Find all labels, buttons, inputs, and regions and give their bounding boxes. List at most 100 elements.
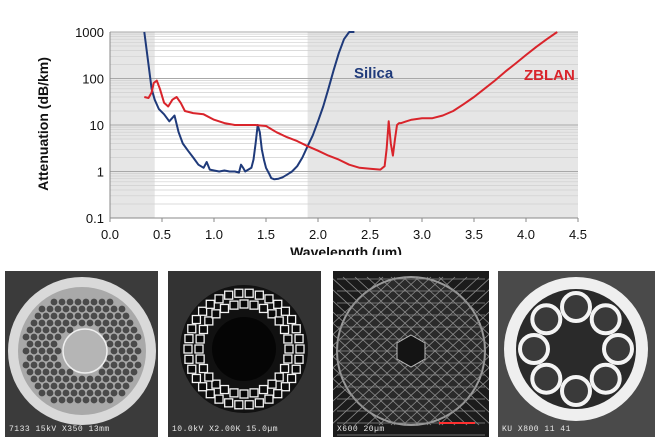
cladding-cell	[187, 324, 197, 334]
rod	[118, 319, 126, 327]
capillary-tube	[560, 375, 592, 407]
rod	[42, 326, 50, 334]
rod	[58, 326, 66, 334]
rod	[46, 305, 54, 313]
x-tick-label: 4.5	[569, 227, 587, 242]
rod	[114, 368, 122, 376]
rod	[86, 389, 94, 397]
rod	[66, 396, 74, 404]
grid	[109, 31, 578, 219]
rod	[94, 319, 102, 327]
rod	[50, 340, 58, 348]
rod	[46, 347, 54, 355]
rod	[118, 389, 126, 397]
kagome-fiber-micrograph	[333, 271, 489, 437]
rod	[82, 382, 90, 390]
zblan-line	[144, 31, 558, 171]
rod	[122, 340, 130, 348]
rod	[54, 375, 62, 383]
series-lines	[143, 31, 558, 181]
attenuation-chart: 0.0 0.5 1.0 1.5 2.0 2.5 3.0 3.5 4.0 4.5 0.1 1 10 100…	[35, 25, 587, 255]
rod	[66, 326, 74, 334]
rod	[90, 298, 98, 306]
lattice-line	[438, 378, 489, 426]
rod	[42, 340, 50, 348]
rod	[70, 375, 78, 383]
rod	[118, 333, 126, 341]
cladding-cell	[205, 389, 215, 399]
rod	[106, 368, 114, 376]
rod	[122, 368, 130, 376]
rod	[98, 312, 106, 320]
rod	[42, 382, 50, 390]
cladding-cell	[183, 344, 193, 354]
rod	[114, 354, 122, 362]
cladding-cell	[273, 389, 283, 399]
cladding-cell	[280, 382, 291, 392]
cladding-cell	[258, 384, 269, 395]
rod	[74, 396, 82, 404]
rod	[38, 333, 46, 341]
rod	[58, 312, 66, 320]
y-axis-label: Attenuation (dB/km)	[35, 57, 51, 191]
rod	[110, 375, 118, 383]
sem-image-3: X600 20µm	[333, 271, 489, 437]
cladding-cell	[229, 300, 239, 310]
rod	[94, 305, 102, 313]
rod	[98, 396, 106, 404]
x-tick-label: 4.0	[517, 227, 535, 242]
cladding-cell	[211, 379, 221, 389]
rod	[62, 389, 70, 397]
cladding-cell	[194, 344, 204, 354]
rod	[102, 319, 110, 327]
lattice-line	[366, 311, 489, 426]
rod	[110, 319, 118, 327]
cladding-cell	[191, 314, 202, 325]
rod	[130, 340, 138, 348]
lattice-line	[390, 333, 489, 426]
rod	[46, 319, 54, 327]
cladding-cell	[283, 334, 293, 344]
rod	[30, 319, 38, 327]
rod	[134, 361, 142, 369]
rod	[62, 319, 70, 327]
cladding-cell	[274, 372, 284, 382]
rod	[122, 354, 130, 362]
cladding-cell	[244, 288, 254, 298]
rod	[26, 340, 34, 348]
rod	[98, 382, 106, 390]
rod	[114, 312, 122, 320]
rod	[62, 375, 70, 383]
rod	[134, 347, 142, 355]
sem-caption-3: X600 20µm	[337, 425, 385, 434]
sem-caption-1: 7133 15kV X350 13mm	[9, 425, 110, 434]
rod	[130, 354, 138, 362]
cladding-cell	[234, 400, 244, 410]
capillary-tube	[560, 291, 592, 323]
rod	[34, 368, 42, 376]
sem-caption-2: 10.0kV X2.00K 15.0µm	[172, 425, 279, 434]
cladding-cell	[184, 354, 194, 364]
rod	[106, 326, 114, 334]
rod	[42, 368, 50, 376]
rod	[118, 347, 126, 355]
cladding-cell	[204, 372, 214, 382]
rod	[50, 312, 58, 320]
cladding-cell	[249, 300, 259, 310]
rod	[78, 319, 86, 327]
rod	[122, 312, 130, 320]
sem-image-4: KU X800 11 41	[498, 271, 655, 437]
rod	[110, 389, 118, 397]
rod	[102, 361, 110, 369]
lattice-line	[414, 356, 489, 426]
rod	[54, 361, 62, 369]
rod	[78, 375, 86, 383]
rod	[130, 368, 138, 376]
cladding-cell	[254, 290, 264, 300]
rod	[90, 312, 98, 320]
y-axis-ticks: 0.1 1 10 100 1000	[75, 25, 104, 226]
cladding-cell	[258, 303, 269, 314]
cladding-cell	[198, 324, 209, 335]
lattice-line	[333, 276, 384, 324]
rod	[54, 319, 62, 327]
